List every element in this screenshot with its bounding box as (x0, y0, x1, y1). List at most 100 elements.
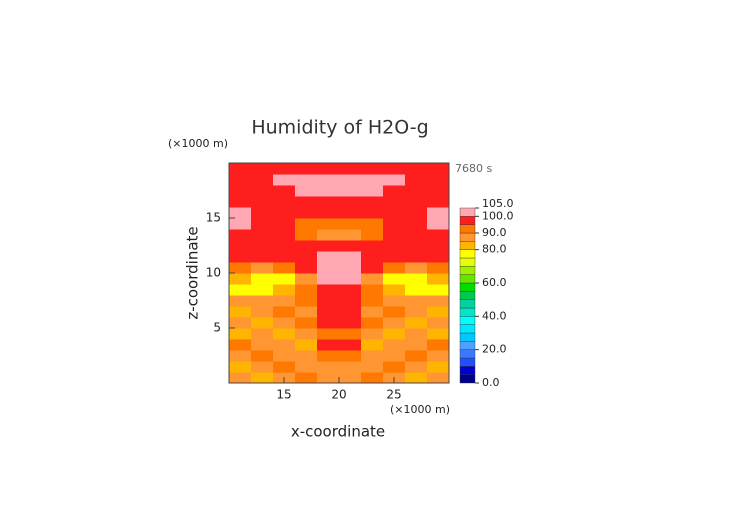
colorbar-band (459, 207, 476, 217)
contour-cell (229, 306, 252, 318)
contour-cell (427, 163, 450, 175)
contour-cell (383, 196, 406, 208)
contour-cell (251, 295, 274, 307)
contour-cell (427, 196, 450, 208)
contour-cell (339, 295, 362, 307)
contour-cell (405, 328, 428, 340)
contour-cell (383, 262, 406, 274)
contour-cell (229, 273, 252, 285)
contour-cell (339, 196, 362, 208)
contour-cell (273, 339, 296, 351)
contour-cell (229, 174, 252, 186)
colorbar-band (459, 366, 476, 375)
contour-cell (383, 317, 406, 329)
contour-cell (427, 372, 450, 384)
contour-cell (317, 295, 340, 307)
contour-cell (251, 328, 274, 340)
contour-cell (361, 295, 384, 307)
contour-cell (383, 339, 406, 351)
contour-cell (229, 350, 252, 362)
contour-cell (273, 174, 296, 186)
contour-cell (405, 163, 428, 175)
contour-cell (427, 240, 450, 252)
contour-cell (383, 229, 406, 241)
contour-cell (317, 361, 340, 373)
y-unit: (×1000 m) (168, 137, 228, 150)
y-axis-title: z-coordinate (184, 226, 202, 319)
contour-cell (273, 207, 296, 219)
contour-cell (251, 350, 274, 362)
contour-cell (295, 251, 318, 263)
contour-cell (251, 163, 274, 175)
contour-cell (273, 284, 296, 296)
colorbar-band (459, 257, 476, 267)
contour-cell (229, 317, 252, 329)
contour-cell (405, 306, 428, 318)
contour-cell (339, 207, 362, 219)
colorbar-label: 100.0 (482, 209, 514, 222)
contour-cell (273, 163, 296, 175)
colorbar-band (459, 224, 476, 234)
time-label: 7680 s (455, 162, 492, 175)
contour-cell (405, 262, 428, 274)
contour-cell (427, 328, 450, 340)
contour-cell (427, 185, 450, 197)
colorbar-label: 80.0 (482, 243, 507, 256)
contour-cell (295, 185, 318, 197)
contour-cell (405, 240, 428, 252)
contour-cell (295, 273, 318, 285)
contour-cell (317, 262, 340, 274)
contour-cell (317, 218, 340, 230)
contour-cell (405, 273, 428, 285)
contour-cell (251, 185, 274, 197)
contour-cell (251, 262, 274, 274)
contour-cell (317, 372, 340, 384)
contour-cell (361, 196, 384, 208)
contour-cell (405, 229, 428, 241)
contour-cell (273, 361, 296, 373)
colorbar-band (459, 307, 476, 317)
contour-cell (361, 251, 384, 263)
contour-cell (339, 361, 362, 373)
contour-cell (427, 218, 450, 230)
y-tick-label: 5 (213, 321, 221, 335)
contour-cell (405, 185, 428, 197)
colorbar-label: 90.0 (482, 226, 507, 239)
colorbar-band (459, 266, 476, 275)
contour-cell (427, 273, 450, 285)
x-tick-label: 15 (276, 388, 291, 402)
contour-cell (273, 350, 296, 362)
contour-cell (339, 218, 362, 230)
contour-cell (405, 350, 428, 362)
contour-cell (383, 218, 406, 230)
contour-cell (427, 229, 450, 241)
contour-cell (251, 207, 274, 219)
contour-cell (295, 372, 318, 384)
contour-cell (273, 328, 296, 340)
contour-cell (361, 328, 384, 340)
contour-cell (295, 229, 318, 241)
contour-cell (295, 317, 318, 329)
contour-cell (251, 174, 274, 186)
colorbar-label: 20.0 (482, 343, 507, 356)
contour-cell (251, 361, 274, 373)
contour-cell (383, 207, 406, 219)
contour-cell (339, 185, 362, 197)
colorbar-label: 105.0 (482, 197, 514, 210)
contour-cell (361, 174, 384, 186)
contour-cell (361, 273, 384, 285)
contour-cell (273, 273, 296, 285)
contour-cell (273, 306, 296, 318)
contour-cell (295, 295, 318, 307)
contour-cell (339, 372, 362, 384)
contour-cell (339, 273, 362, 285)
contour-cell (251, 240, 274, 252)
contour-cell (273, 229, 296, 241)
contour-cell (229, 262, 252, 274)
contour-cell (427, 317, 450, 329)
contour-cell (361, 317, 384, 329)
contour-cell (383, 361, 406, 373)
contour-cell (361, 207, 384, 219)
contour-cell (317, 174, 340, 186)
